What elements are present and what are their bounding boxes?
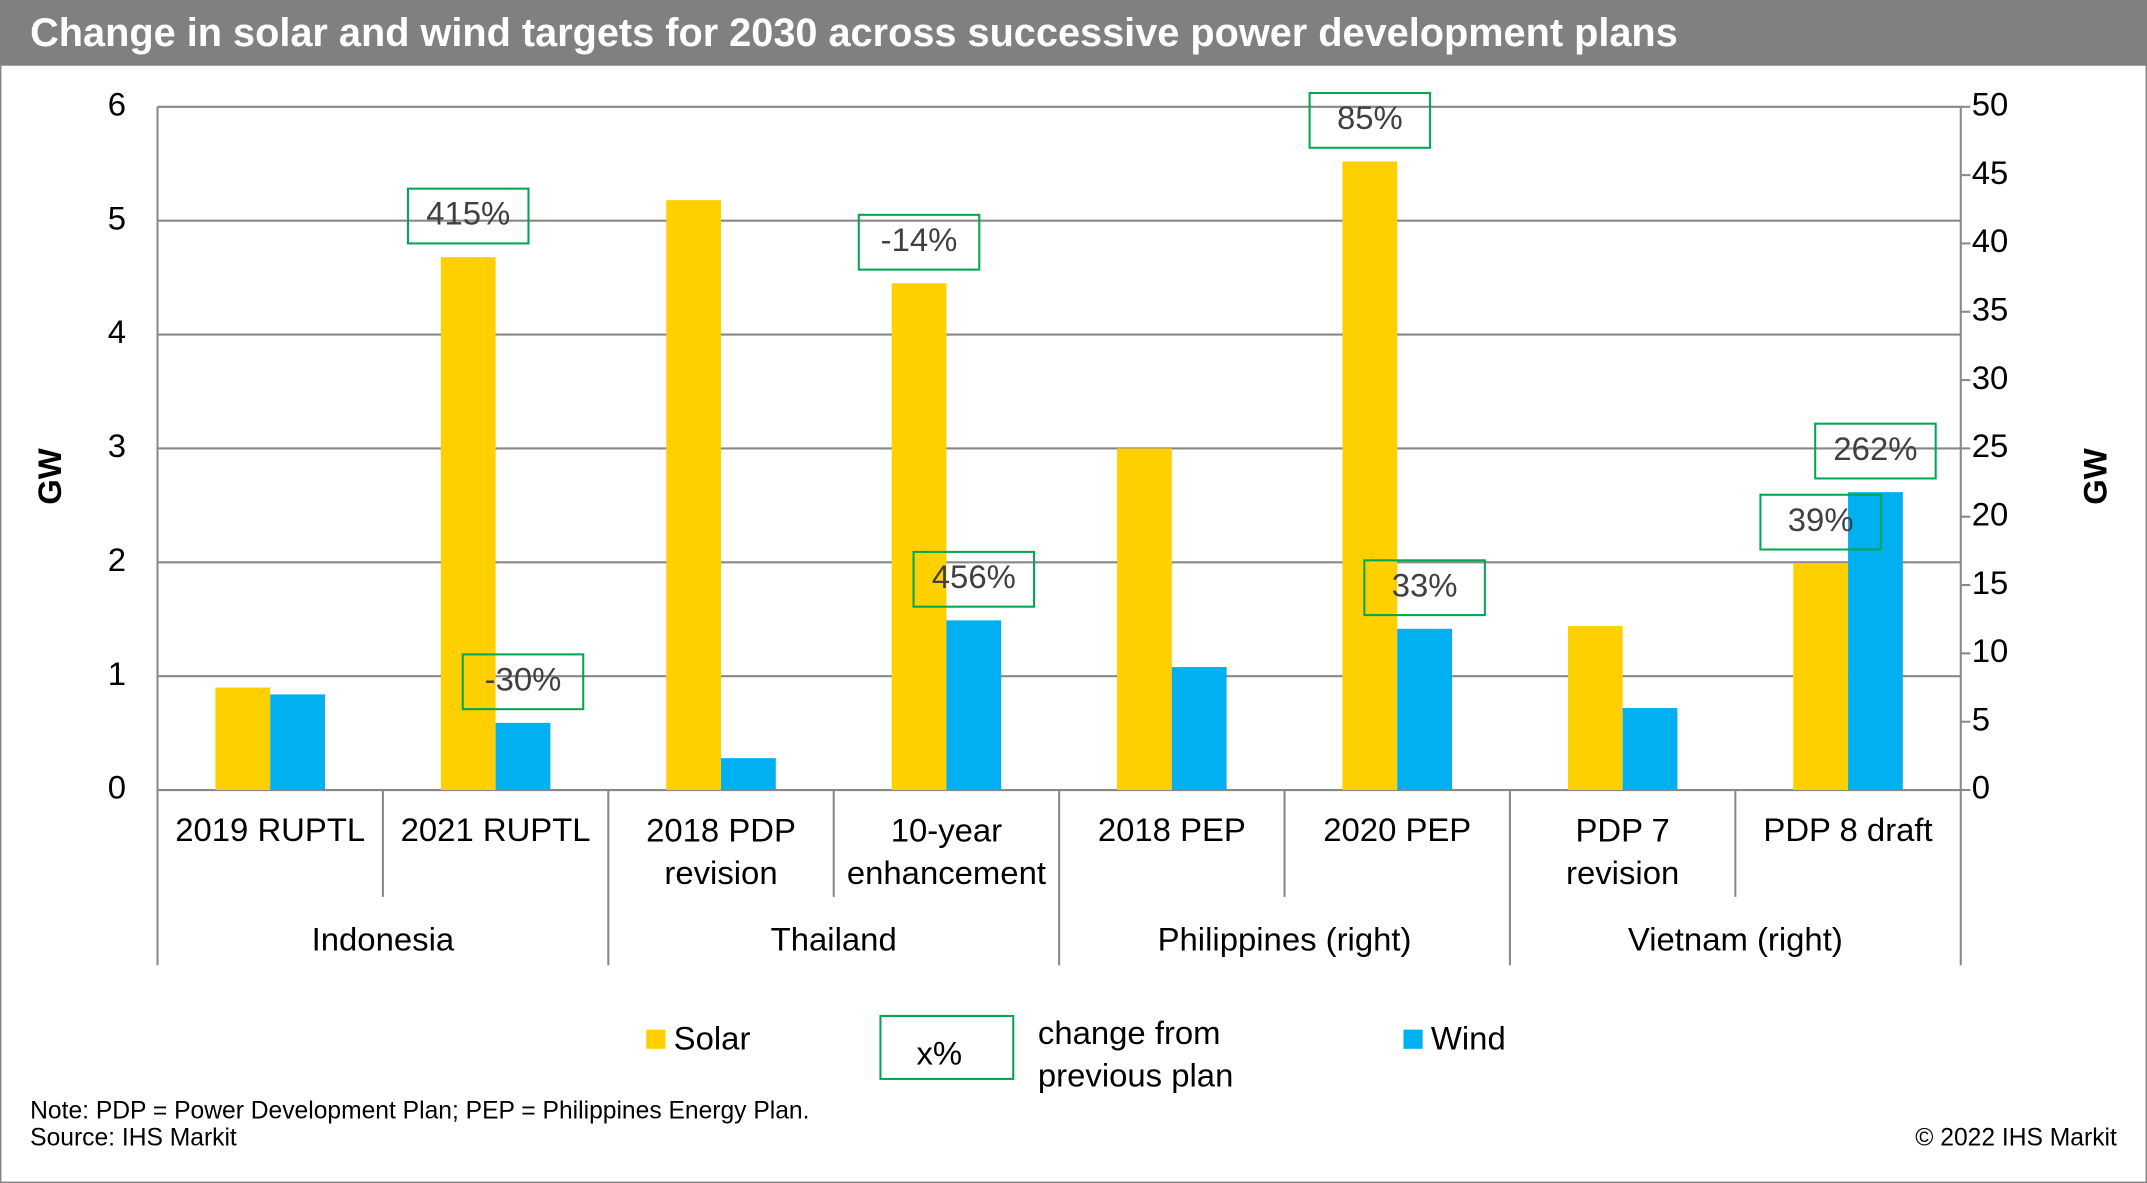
note: Note: PDP = Power Development Plan; PEP …	[30, 1097, 809, 1124]
bar	[1171, 667, 1227, 791]
title-bar	[0, 0, 2147, 66]
bar	[270, 694, 325, 791]
y-tick-label: 2	[108, 541, 126, 578]
x-tick-label: 10-year enhancement	[847, 811, 1046, 890]
bar	[721, 758, 776, 791]
group-label: Thailand	[771, 921, 897, 958]
copyright: © 2022 IHS Markit	[1915, 1125, 2117, 1152]
y-axis-title: GW	[31, 448, 68, 505]
bar	[495, 722, 551, 791]
x-tick-label: 2018 PEP	[1098, 811, 1246, 848]
source: Source: IHS Markit	[30, 1125, 237, 1152]
y2-tick-label: 25	[1972, 427, 2009, 464]
chart-title: Change in solar and wind targets for 203…	[30, 11, 1678, 55]
bar	[440, 257, 496, 791]
annotation-box	[1814, 422, 1937, 480]
annotation: 415%	[426, 195, 510, 232]
x-tick-label: 2020 PEP	[1323, 811, 1471, 848]
annotation-box	[461, 653, 585, 711]
y-tick-label: 4	[108, 313, 126, 350]
annotation-box	[1308, 91, 1432, 149]
annotation-box	[1759, 493, 1882, 551]
annotation: -30%	[485, 660, 562, 697]
legend-annotation-text: change from previous plan	[1038, 1014, 1233, 1093]
x-tick-label: 2018 PDP revision	[646, 811, 796, 890]
x-tick-label: 2021 RUPTL	[401, 811, 591, 848]
y2-tick-label: 20	[1972, 495, 2009, 532]
bar	[1117, 448, 1172, 791]
legend-swatch	[1403, 1029, 1423, 1049]
legend-annotation-box	[879, 1014, 1015, 1080]
y2-tick-label: 15	[1972, 564, 2009, 601]
group-label: Vietnam (right)	[1628, 921, 1843, 958]
legend-label: Solar	[674, 1019, 751, 1056]
annotation-box	[1363, 559, 1486, 617]
annotation: 262%	[1833, 430, 1917, 467]
x-tick-label: 2019 RUPTL	[175, 811, 365, 848]
bar	[215, 687, 271, 791]
bar	[1622, 708, 1678, 791]
legend-swatch	[646, 1029, 666, 1049]
x-tick-label: PDP 8 draft	[1763, 811, 1932, 848]
annotation: 85%	[1337, 99, 1403, 136]
y2-tick-label: 35	[1972, 290, 2009, 327]
group-label: Indonesia	[312, 921, 455, 958]
group-label: Philippines (right)	[1158, 921, 1412, 958]
y2-tick-label: 10	[1972, 632, 2009, 669]
bar	[1567, 626, 1623, 791]
annotation-box	[912, 550, 1036, 608]
y2-tick-label: 5	[1972, 700, 1990, 737]
bar	[1397, 628, 1453, 791]
y2-tick-label: 0	[1972, 769, 1990, 806]
annotation: 39%	[1788, 501, 1854, 538]
annotation-box	[406, 187, 530, 245]
y2-tick-label: 30	[1972, 359, 2009, 396]
legend-annotation-sample: x%	[916, 1034, 962, 1071]
annotation: 33%	[1392, 566, 1458, 603]
bar	[1342, 161, 1398, 791]
y-tick-label: 3	[108, 427, 126, 464]
y-tick-label: 0	[108, 769, 126, 806]
annotation: 456%	[932, 558, 1016, 595]
annotation-box	[857, 213, 981, 271]
x-tick-label: PDP 7 revision	[1566, 811, 1679, 890]
bar	[666, 200, 722, 791]
y2-tick-label: 45	[1972, 154, 2009, 191]
bar	[1848, 492, 1903, 791]
annotation: -14%	[881, 221, 958, 258]
bar	[891, 283, 947, 791]
y-tick-label: 6	[108, 85, 126, 122]
y2-tick-label: 50	[1972, 85, 2009, 122]
bar	[946, 620, 1002, 791]
y-tick-label: 1	[108, 655, 126, 692]
bar	[1793, 563, 1849, 791]
y-tick-label: 5	[108, 199, 126, 236]
legend-label: Wind	[1431, 1019, 1506, 1056]
y2-tick-label: 40	[1972, 222, 2009, 259]
y2-axis-title: GW	[2076, 448, 2113, 505]
